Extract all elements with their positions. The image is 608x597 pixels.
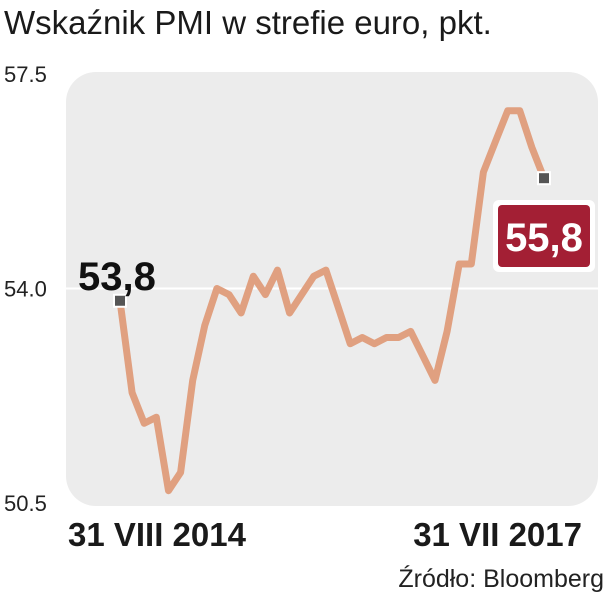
data-point bbox=[432, 377, 438, 383]
source-note: Źródło: Bloomberg bbox=[398, 564, 604, 593]
data-point bbox=[517, 108, 523, 114]
data-point bbox=[371, 341, 377, 347]
data-point bbox=[165, 488, 171, 494]
data-point bbox=[141, 420, 147, 426]
data-point bbox=[190, 377, 196, 383]
data-point bbox=[493, 138, 499, 144]
chart-title: Wskaźnik PMI w strefie euro, pkt. bbox=[4, 4, 492, 41]
data-point bbox=[480, 169, 486, 175]
data-point bbox=[226, 292, 232, 298]
data-point bbox=[262, 292, 268, 298]
end-value-badge bbox=[498, 205, 590, 267]
data-point bbox=[505, 108, 511, 114]
data-point bbox=[444, 328, 450, 334]
data-point bbox=[250, 273, 256, 279]
start-value-label: 53,8 bbox=[78, 255, 156, 299]
data-point bbox=[287, 310, 293, 316]
x-axis-ticks: 31 VIII 2014 31 VII 2017 bbox=[68, 516, 582, 553]
data-point bbox=[214, 286, 220, 292]
data-point bbox=[384, 335, 390, 341]
y-tick-label: 54.0 bbox=[4, 277, 47, 302]
data-point bbox=[529, 145, 535, 151]
data-point bbox=[274, 267, 280, 273]
y-tick-label: 57.5 bbox=[4, 62, 47, 87]
data-point bbox=[202, 322, 208, 328]
data-point bbox=[420, 353, 426, 359]
y-axis-ticks: 57.5 54.0 50.5 bbox=[4, 62, 47, 516]
data-point bbox=[299, 292, 305, 298]
series-line bbox=[116, 107, 548, 495]
y-tick-label: 50.5 bbox=[4, 491, 47, 516]
data-point bbox=[178, 469, 184, 475]
data-point bbox=[468, 261, 474, 267]
end-value-label: 55,8 bbox=[505, 216, 583, 260]
data-point bbox=[396, 335, 402, 341]
data-point bbox=[153, 414, 159, 420]
data-point bbox=[456, 261, 462, 267]
data-point bbox=[311, 273, 317, 279]
start-marker bbox=[115, 295, 125, 306]
data-point bbox=[347, 341, 353, 347]
data-point bbox=[323, 267, 329, 273]
data-point bbox=[335, 304, 341, 310]
value-labels: 53,8 55,8 bbox=[78, 200, 595, 299]
x-tick-label: 31 VIII 2014 bbox=[68, 516, 247, 553]
data-point bbox=[408, 328, 414, 334]
endpoint-markers bbox=[113, 171, 551, 308]
data-point bbox=[238, 310, 244, 316]
data-point bbox=[129, 390, 135, 396]
x-tick-label: 31 VII 2017 bbox=[413, 516, 582, 553]
data-point bbox=[359, 335, 365, 341]
end-marker bbox=[539, 173, 549, 184]
